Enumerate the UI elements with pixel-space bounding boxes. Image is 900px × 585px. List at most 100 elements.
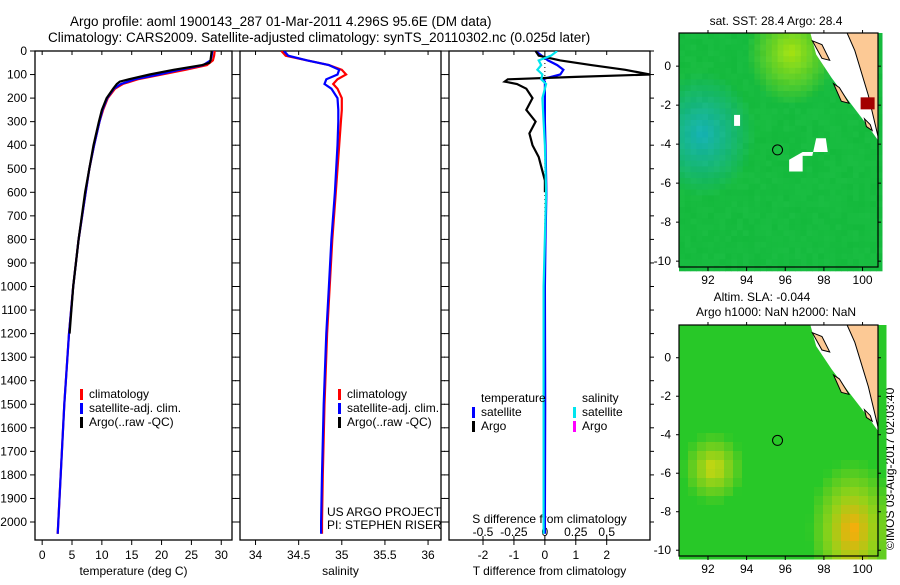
x2-tick-label: -0.5 <box>473 525 494 539</box>
map-cell <box>742 424 752 434</box>
map-cell <box>684 189 692 196</box>
map-cell <box>818 114 825 121</box>
map-cell <box>708 149 715 156</box>
map-cell <box>864 236 871 243</box>
map-cell <box>876 230 883 237</box>
island-nias <box>811 331 831 353</box>
map-cell <box>708 207 715 214</box>
map-cell <box>800 50 808 57</box>
map-cell <box>778 460 788 470</box>
map-cell <box>858 160 866 167</box>
map-cell <box>777 259 784 266</box>
map-cell <box>805 523 815 533</box>
map-cell <box>725 44 732 51</box>
map-cell <box>812 125 819 133</box>
map-cell <box>800 125 808 133</box>
map-cell <box>696 120 703 127</box>
map-cell <box>812 172 819 179</box>
map-cell <box>859 424 869 434</box>
map-cell <box>824 131 831 138</box>
map-cell <box>751 397 761 407</box>
map-cell <box>832 550 842 560</box>
map-cell <box>787 379 797 389</box>
map-cell <box>805 370 815 380</box>
map-cell <box>853 178 860 185</box>
map-cell <box>783 172 790 179</box>
map-cell <box>805 406 815 416</box>
map-cell <box>760 496 770 506</box>
map-cell <box>713 114 721 121</box>
map-cell <box>731 183 738 191</box>
x-tick-label: -1 <box>509 548 520 562</box>
map-cell <box>733 325 743 335</box>
map-cell <box>806 172 813 179</box>
map-cell <box>805 442 815 452</box>
map-cell <box>812 195 819 202</box>
map-cell <box>876 108 883 115</box>
map-cell <box>787 370 797 380</box>
map-cell <box>777 131 784 138</box>
map-cell <box>713 85 721 92</box>
map-cell <box>751 469 761 479</box>
map-cell <box>724 415 734 425</box>
map-cell <box>769 352 779 362</box>
map-cell <box>754 143 761 150</box>
map-cell <box>713 96 721 104</box>
lat-tick-label: -4 <box>660 137 671 151</box>
map-cell <box>748 160 755 167</box>
map-cell <box>864 207 871 214</box>
map-cell <box>751 478 761 488</box>
map-cell <box>800 85 808 92</box>
map-cell <box>702 91 709 98</box>
map-cell <box>719 195 726 202</box>
map-cell <box>812 160 819 167</box>
map-cell <box>688 505 698 515</box>
map-cell <box>824 166 831 173</box>
map-cell <box>778 424 788 434</box>
map-cell <box>829 218 837 225</box>
map-cell <box>696 218 703 225</box>
map-cell <box>877 433 887 443</box>
map-cell <box>742 212 750 220</box>
map-cell <box>796 478 806 488</box>
map-cell <box>760 38 767 46</box>
map-cell <box>696 201 703 208</box>
map-cell <box>818 91 825 98</box>
map-cell <box>748 259 755 266</box>
map-cell <box>679 218 686 225</box>
map-cell <box>823 532 833 542</box>
map-cell <box>796 406 806 416</box>
map-cell <box>795 259 802 266</box>
map-cell <box>742 379 752 389</box>
map-cell <box>787 415 797 425</box>
map-cell <box>783 224 790 231</box>
map-cell <box>795 56 802 63</box>
map-cell <box>696 166 703 173</box>
map-cell <box>725 137 732 144</box>
map-cell <box>684 50 692 57</box>
map-cell <box>733 352 743 362</box>
map-cell <box>870 207 877 214</box>
map-cell <box>702 131 709 138</box>
map-cell <box>742 201 750 208</box>
map-cell <box>760 114 767 121</box>
map-cell <box>713 131 721 138</box>
map-cell <box>841 212 848 220</box>
map-cell <box>690 56 697 63</box>
argo-location-marker <box>772 144 784 156</box>
map-cell <box>725 67 732 75</box>
map-cell <box>713 183 721 191</box>
legend-label: Argo(..raw -QC) <box>89 415 174 429</box>
map-cell <box>769 406 779 416</box>
map-cell <box>806 207 813 214</box>
map-cell <box>778 469 788 479</box>
map-cell <box>877 460 887 470</box>
map-cell <box>748 44 755 51</box>
map-cell <box>818 247 825 254</box>
map-cell <box>679 424 689 434</box>
map-cell <box>706 532 716 542</box>
map-cell <box>684 67 692 75</box>
legend-swatch <box>472 421 475 432</box>
map-cell <box>805 415 815 425</box>
map-cell <box>690 241 697 249</box>
